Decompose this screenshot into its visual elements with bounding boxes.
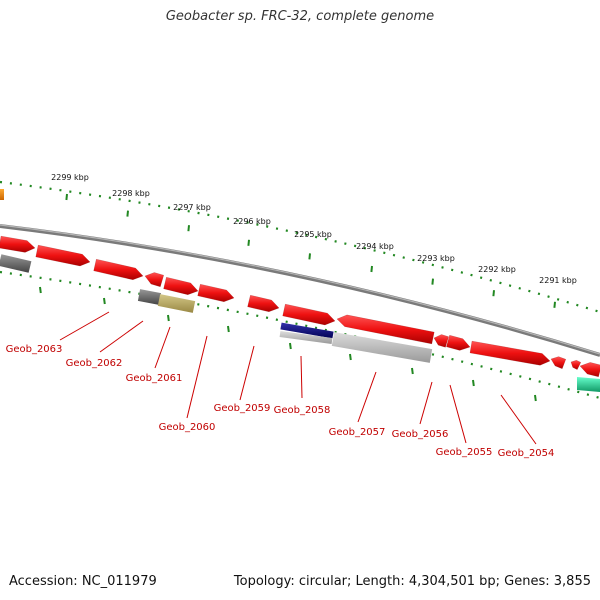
leader-line xyxy=(239,345,255,401)
kbp-label: 2293 kbp xyxy=(417,254,455,263)
features xyxy=(0,189,600,392)
major-tick xyxy=(492,290,495,297)
genome-backbone-highlight xyxy=(0,224,600,355)
misc-feature xyxy=(279,331,333,344)
major-tick xyxy=(247,239,250,246)
kbp-label: 2294 kbp xyxy=(356,242,394,251)
gene-label: Geob_2059 xyxy=(214,403,271,414)
major-tick xyxy=(553,301,556,308)
gene-label: Geob_2055 xyxy=(436,447,493,458)
cds-arrow xyxy=(282,303,336,326)
cds-arrow xyxy=(0,235,36,253)
gene-label: Geob_2063 xyxy=(6,344,63,355)
major-tick xyxy=(431,278,434,285)
genome-summary-text: Topology: circular; Length: 4,304,501 bp… xyxy=(233,574,591,589)
kbp-label: 2297 kbp xyxy=(173,203,211,212)
major-tick xyxy=(308,253,311,260)
leader-line xyxy=(419,381,433,425)
cds-arrow xyxy=(144,272,165,288)
gene-label: Geob_2056 xyxy=(392,429,449,440)
misc-feature xyxy=(331,332,433,363)
leader-line xyxy=(154,326,171,369)
cds-arrow xyxy=(469,340,551,366)
cds-arrow xyxy=(197,283,235,303)
major-tick xyxy=(370,265,373,273)
gene-label: Geob_2061 xyxy=(126,373,183,384)
kbp-label: 2291 kbp xyxy=(539,276,577,285)
cds-arrow xyxy=(570,359,582,370)
kbp-label: 2292 kbp xyxy=(478,265,516,274)
genome-backbone xyxy=(0,224,600,357)
cds-arrow xyxy=(247,294,280,313)
leader-line xyxy=(357,371,377,423)
cds-arrow xyxy=(446,334,471,351)
gene-label: Geob_2054 xyxy=(498,448,555,459)
major-tick xyxy=(349,353,352,361)
major-tick xyxy=(126,210,129,217)
kbp-label: 2296 kbp xyxy=(233,217,271,226)
cds-arrow xyxy=(163,276,199,295)
major-tick xyxy=(227,325,230,333)
feature-teal-edge xyxy=(577,377,600,392)
misc-feature xyxy=(157,294,196,313)
outer-dotted-ring xyxy=(0,180,600,314)
rna-feature xyxy=(0,254,32,273)
gene-label: Geob_2058 xyxy=(274,405,331,416)
gene-label: Geob_2057 xyxy=(329,427,386,438)
cds-arrow xyxy=(579,362,600,378)
gene-label: Geob_2060 xyxy=(159,422,216,433)
cds-arrow xyxy=(35,244,91,267)
cds-arrow xyxy=(433,334,449,348)
leader-line xyxy=(500,394,537,445)
major-tick xyxy=(187,225,190,232)
cds-arrow xyxy=(550,356,567,370)
kbp-label: 2298 kbp xyxy=(112,189,150,198)
major-tick xyxy=(39,286,42,294)
major-tick xyxy=(411,367,414,375)
major-tick xyxy=(65,193,68,201)
leader-line xyxy=(186,335,208,419)
feature-orange-edge xyxy=(0,189,4,200)
kbp-labels: 2299 kbp 2298 kbp 2297 kbp 2296 kbp 2295 kbp… xyxy=(51,173,577,285)
leader-line xyxy=(99,320,144,353)
inner-major-ticks xyxy=(39,286,537,402)
map-title: Geobacter sp. FRC-32, complete genome xyxy=(165,9,435,24)
kbp-label: 2299 kbp xyxy=(51,173,89,182)
leader-line xyxy=(449,384,467,444)
gene-label: Geob_2062 xyxy=(66,358,123,369)
major-tick xyxy=(167,314,170,322)
major-tick xyxy=(472,379,475,387)
rna-feature xyxy=(137,289,162,305)
leader-line xyxy=(300,355,303,399)
leader-lines xyxy=(59,311,537,445)
major-tick xyxy=(103,297,106,305)
major-tick xyxy=(289,342,292,350)
cds-arrow xyxy=(93,258,144,281)
leader-line xyxy=(59,311,110,341)
outer-major-ticks xyxy=(65,193,556,308)
cds-arrow xyxy=(336,314,435,345)
repeat-feature xyxy=(280,322,334,339)
major-tick xyxy=(534,394,537,402)
kbp-label: 2295 kbp xyxy=(294,230,332,239)
accession-text: Accession: NC_011979 xyxy=(9,574,157,589)
